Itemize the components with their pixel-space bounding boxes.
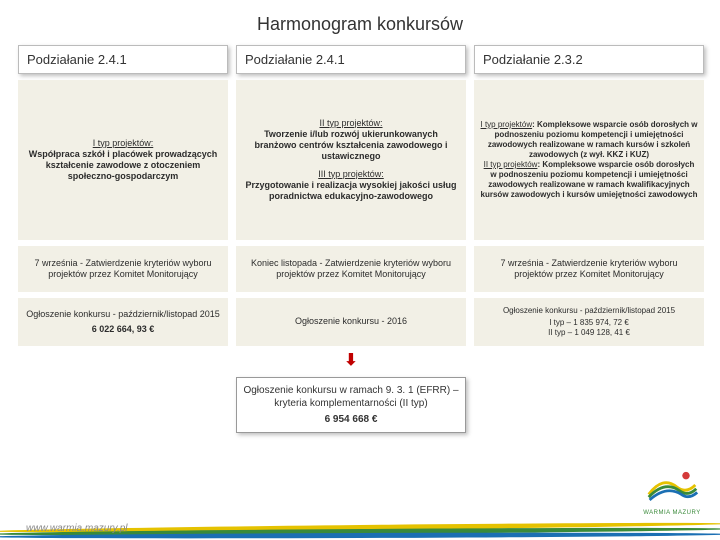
- col-header-2: Podziałanie 2.4.1: [236, 45, 466, 74]
- logo-icon: [644, 465, 700, 505]
- low-cell-2: Ogłoszenie konkursu - 2016: [236, 298, 466, 346]
- low-amount-a: I typ – 1 835 974, 72 €: [480, 318, 698, 328]
- desc-cell-3: I typ projektów: Kompleksowe wsparcie os…: [474, 80, 704, 240]
- type-label-b: II typ projektów: [484, 160, 538, 169]
- mid-cell-1: 7 września - Zatwierdzenie kryteriów wyb…: [18, 246, 228, 292]
- mid-cell-2: Koniec listopada - Zatwierdzenie kryteri…: [236, 246, 466, 292]
- low-amount: 6 022 664, 93 €: [92, 324, 155, 334]
- desc-cell-1: I typ projektów: Współpraca szkół i plac…: [18, 80, 228, 240]
- mid-cell-3: 7 września - Zatwierdzenie kryteriów wyb…: [474, 246, 704, 292]
- low-line1: Ogłoszenie konkursu - październik/listop…: [24, 309, 222, 320]
- col-header-3: Podziałanie 2.3.2: [474, 45, 704, 74]
- arrow-down-icon: ⬇: [236, 352, 466, 371]
- low-cell-1: Ogłoszenie konkursu - październik/listop…: [18, 298, 228, 346]
- bottom-callout: Ogłoszenie konkursu w ramach 9. 3. 1 (EF…: [236, 377, 466, 433]
- low-line1: Ogłoszenie konkursu - październik/listop…: [480, 306, 698, 316]
- region-logo: WARMIA MAZURY: [640, 465, 704, 516]
- type-label-b: III typ projektów:: [318, 169, 384, 179]
- footer: www.warmia.mazury.pl: [0, 514, 720, 540]
- low-line1: Ogłoszenie konkursu - 2016: [242, 316, 460, 327]
- type-label-a: II typ projektów:: [319, 118, 382, 128]
- low-cell-3: Ogłoszenie konkursu - październik/listop…: [474, 298, 704, 346]
- type-label-a: I typ projektów: [481, 120, 533, 129]
- desc-body: Współpraca szkół i placówek prowadzących…: [29, 149, 218, 182]
- desc-body-b: Przygotowanie i realizacja wysokiej jako…: [245, 180, 456, 201]
- footer-url: www.warmia.mazury.pl: [26, 523, 128, 534]
- desc-cell-2: II typ projektów: Tworzenie i/lub rozwój…: [236, 80, 466, 240]
- page-title: Harmonogram konkursów: [0, 0, 720, 45]
- schedule-grid: Podziałanie 2.4.1 Podziałanie 2.4.1 Podz…: [0, 45, 720, 433]
- desc-body-a: Tworzenie i/lub rozwój ukierunkowanych b…: [254, 129, 447, 162]
- bottom-amount: 6 954 668 €: [325, 414, 378, 425]
- col-header-1: Podziałanie 2.4.1: [18, 45, 228, 74]
- bottom-text: Ogłoszenie konkursu w ramach 9. 3. 1 (EF…: [243, 384, 459, 410]
- low-amount-b: II typ – 1 049 128, 41 €: [480, 328, 698, 338]
- type-label: I typ projektów:: [93, 138, 154, 148]
